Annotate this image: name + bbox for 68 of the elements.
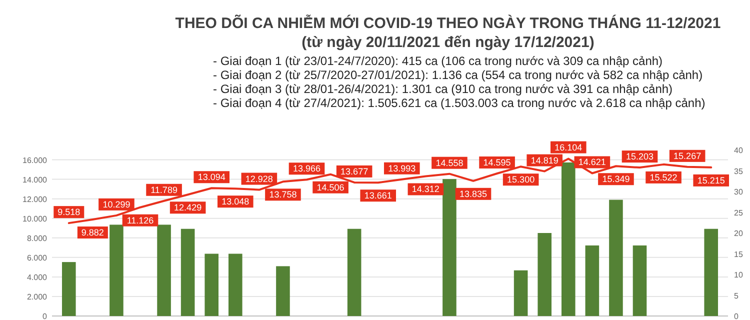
data-label: 14.819 [530, 155, 558, 166]
data-label: 14.621 [578, 157, 606, 168]
text: - Giai đoạn 2 (từ 25/7/2020-27/01/2021): 1.136 ca (554 ca trong nước và 582 ca nhập cảnh) [213, 68, 703, 82]
data-label: 15.215 [697, 175, 725, 186]
bar [704, 228, 718, 316]
text: - Giai đoạn 3 (từ 28/01-26/4/2021): 1.301 ca (910 ca trong nước và 391 ca nhập cảnh) [213, 82, 673, 96]
data-label: 15.349 [602, 174, 630, 184]
y2-tick-label: 30 [734, 188, 744, 196]
data-label: 13.993 [388, 163, 416, 174]
y-tick-label: 4.000 [26, 272, 48, 282]
text: - Giai đoạn 4 (từ 27/4/2021): 1.505.621 ca (1.503.003 ca trong nước và 2.618 ca nhập cảnh) [213, 96, 706, 110]
y-tick-label: 8.000 [26, 234, 48, 243]
data-label: 13.094 [198, 172, 226, 182]
data-label: 11.789 [150, 184, 178, 195]
bar [514, 270, 528, 316]
data-label: 14.506 [316, 182, 344, 192]
y2-tick-label: 20 [734, 229, 744, 238]
data-label: 15.267 [674, 150, 702, 161]
data-label: 14.595 [483, 157, 511, 168]
data-label: 15.522 [650, 172, 678, 182]
y-tick-label: 10.000 [22, 214, 48, 224]
bar [157, 224, 171, 316]
bar [562, 162, 576, 316]
data-label: 13.677 [340, 166, 368, 176]
data-label: 13.835 [459, 188, 488, 199]
y2-tick-label: 10 [734, 270, 744, 280]
data-label: 14.558 [436, 158, 464, 168]
y2-tick-label: 25 [734, 208, 744, 218]
data-label: 9.882 [81, 228, 104, 238]
y2-tick-label: 5 [734, 291, 739, 300]
data-label: 9.518 [58, 207, 80, 218]
y2-tick-label: 40 [734, 146, 744, 155]
text: - Giai đoạn 1 (từ 23/01-24/7/2020): 415 ca (106 ca trong nước và 309 ca nhập cảnh) [213, 54, 663, 68]
data-label: 16.104 [554, 142, 582, 152]
bar [204, 254, 219, 316]
bar [62, 262, 76, 316]
bar [585, 245, 600, 316]
bar [538, 233, 552, 316]
y-tick-label: 16.000 [22, 156, 48, 165]
data-label: 13.661 [364, 190, 392, 201]
data-label: 13.048 [222, 196, 250, 207]
bar [632, 245, 647, 316]
data-label: 13.758 [269, 190, 297, 200]
y-tick-label: 2.000 [26, 292, 48, 302]
data-label: 10.299 [102, 199, 130, 210]
y2-tick-label: 15 [734, 250, 744, 259]
bar [442, 179, 456, 316]
data-label: 12.928 [245, 174, 273, 184]
data-label: 14.312 [412, 184, 440, 194]
data-label: 13.966 [292, 164, 321, 174]
bar [347, 228, 362, 316]
chart-subtitle: (từ ngày 20/11/2021 đến ngày 17/12/2021) [302, 34, 594, 51]
chart-title: THEO DÕI CA NHIỄM MỚI COVID-19 THEO NGÀY TRONG THÁNG 11-12/2021 [175, 14, 721, 32]
y2-tick-label: 35 [734, 166, 744, 176]
y-tick-label: 0 [42, 312, 48, 320]
data-label: 15.203 [626, 152, 654, 162]
bar [276, 266, 290, 316]
data-label: 12.429 [174, 202, 202, 213]
y-tick-label: 14.000 [22, 175, 48, 184]
data-label: 11.126 [126, 215, 154, 226]
y2-tick-label: 0 [734, 312, 739, 320]
bar [180, 228, 195, 316]
bar [228, 254, 242, 316]
bar [110, 224, 124, 316]
y-tick-label: 6.000 [26, 253, 48, 262]
bar [609, 200, 623, 316]
data-label: 15.300 [507, 174, 535, 185]
y-tick-label: 12.000 [22, 194, 48, 204]
